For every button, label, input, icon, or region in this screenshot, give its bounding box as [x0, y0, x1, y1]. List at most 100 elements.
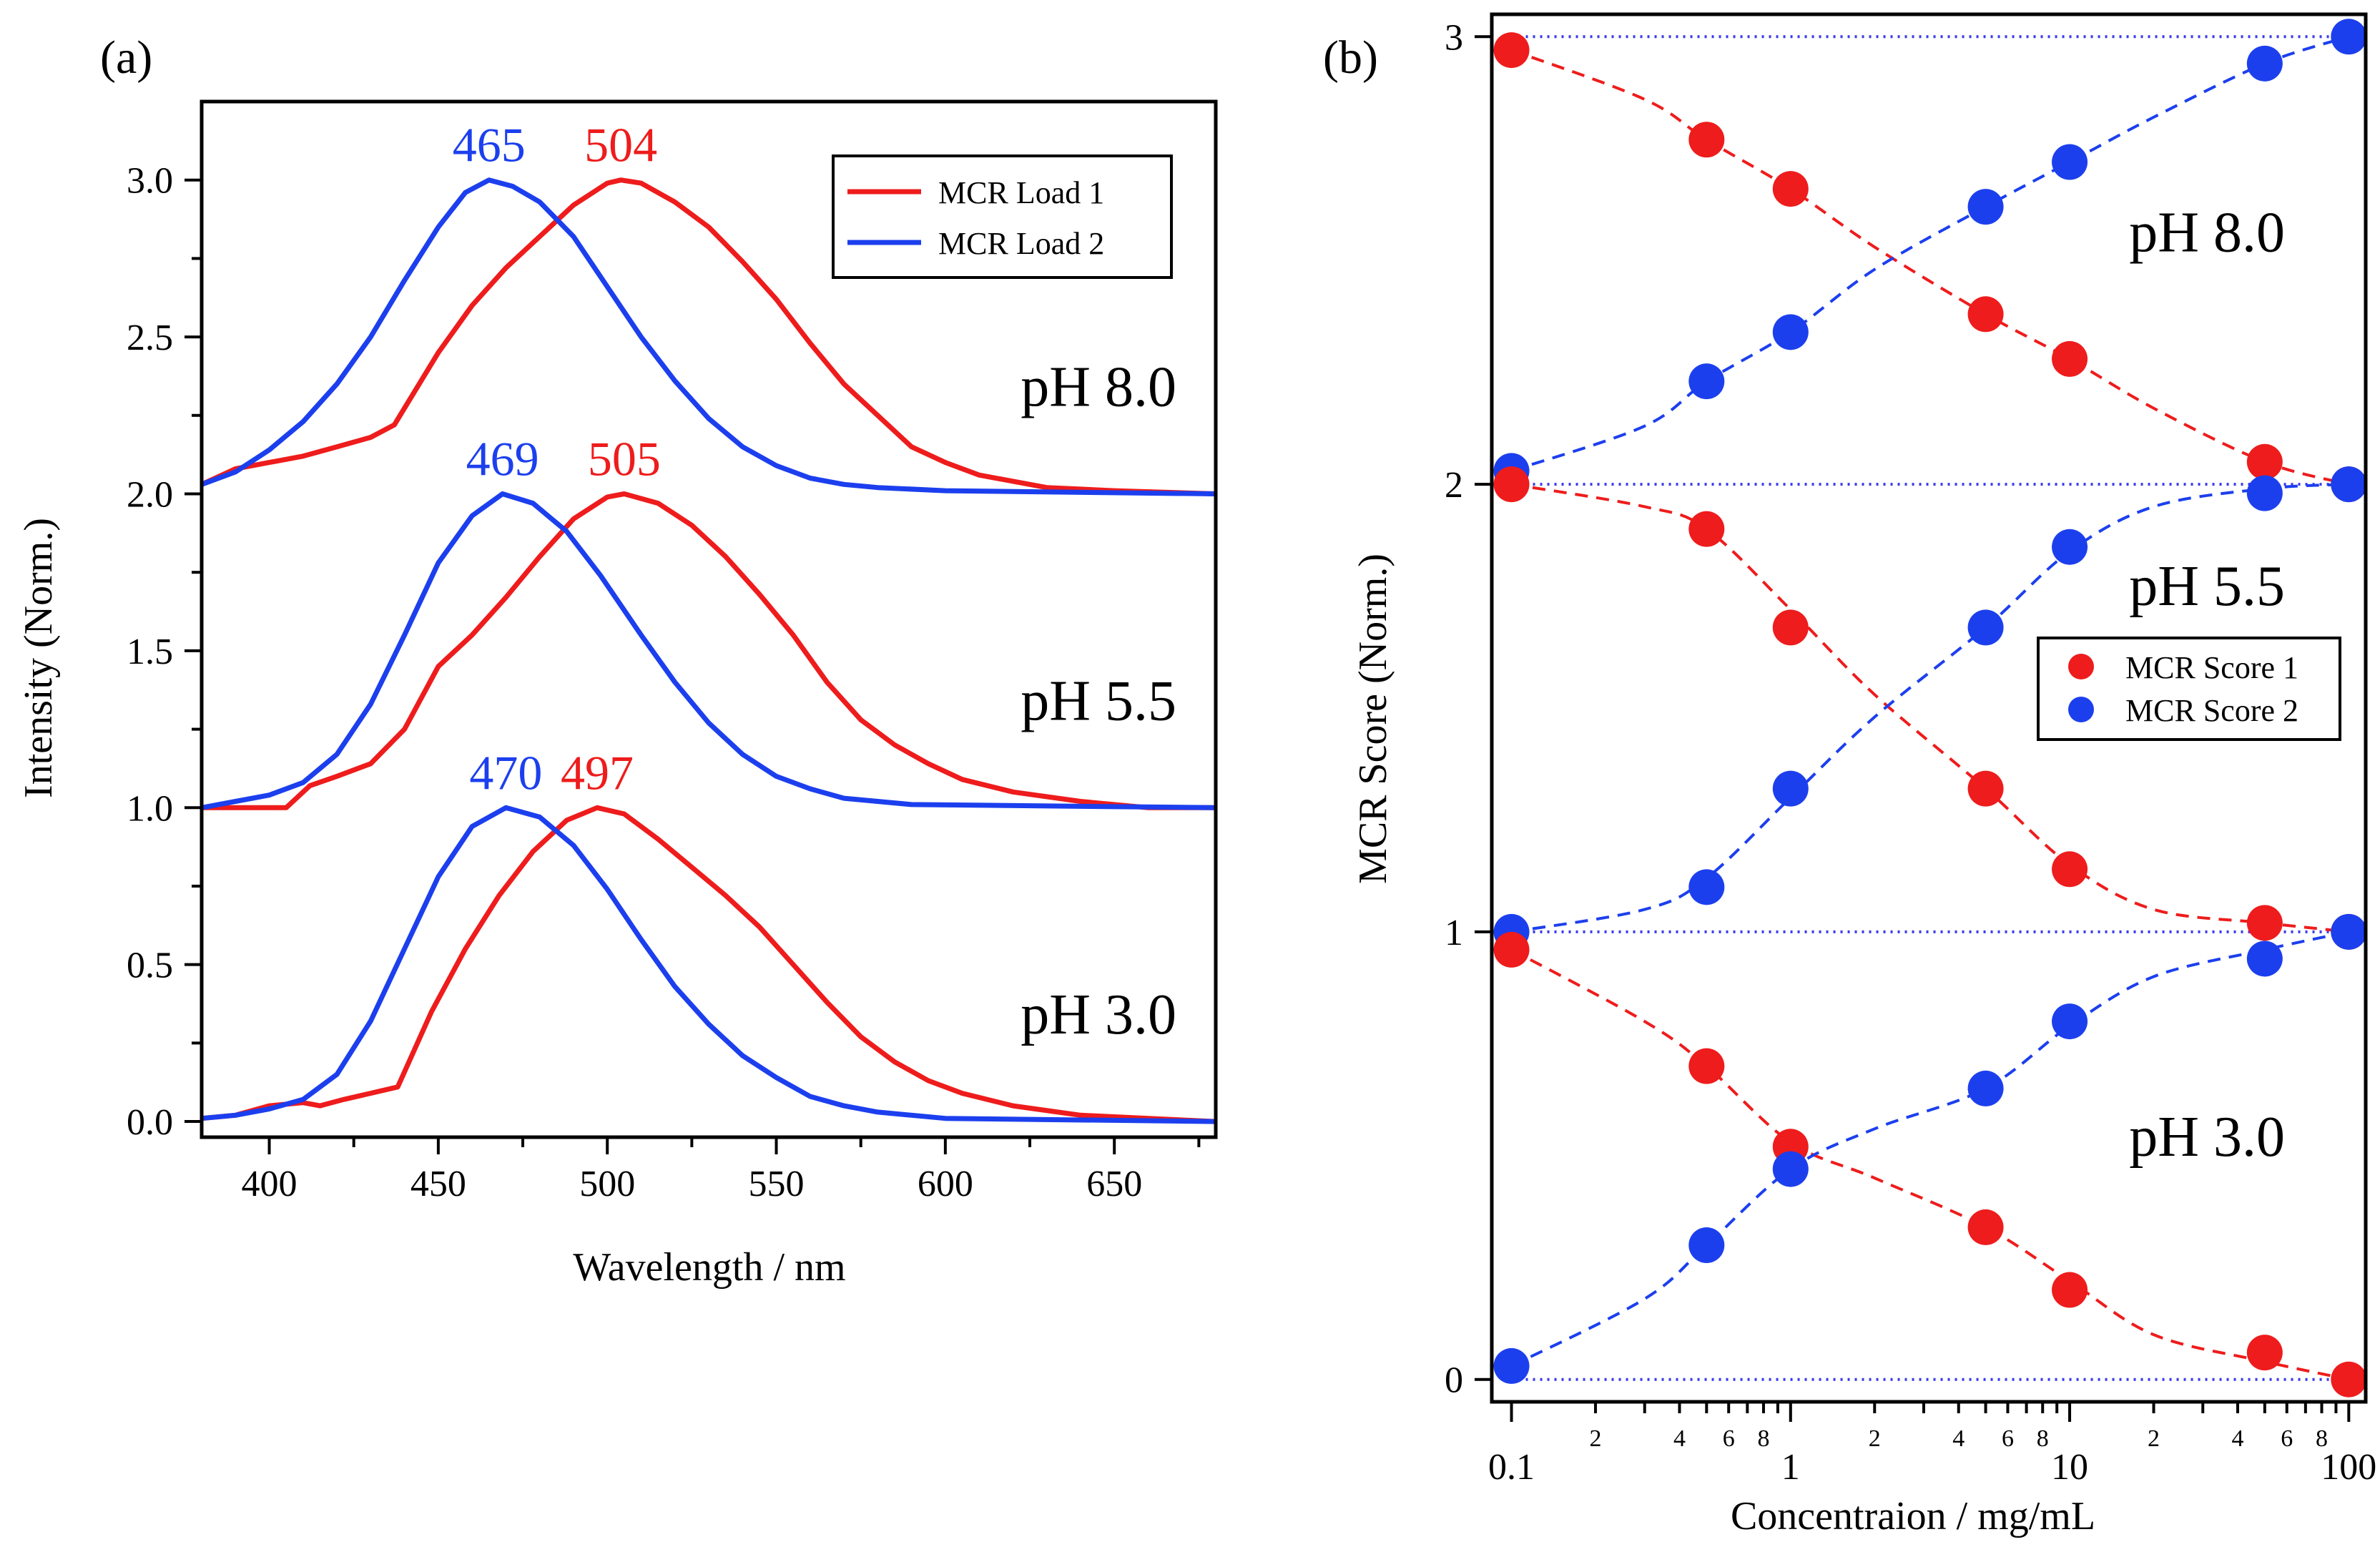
peak-label-505: 505	[588, 431, 661, 486]
x-minor-tick-label: 4	[1673, 1425, 1686, 1452]
legend-entry-score-1: MCR Score 1	[2125, 650, 2298, 685]
point-mcr-score-2	[1772, 1151, 1809, 1187]
legend-entry-score-2: MCR Score 2	[2125, 693, 2298, 728]
point-mcr-score-2	[2052, 529, 2088, 565]
point-mcr-score-2	[1493, 1347, 1530, 1384]
x-minor-tick-label: 2	[2148, 1425, 2160, 1452]
panel-b-legend-box	[2037, 637, 2341, 741]
point-mcr-score-2	[2246, 475, 2283, 511]
point-mcr-score-2	[2246, 45, 2283, 82]
point-mcr-score-1	[2246, 1335, 2283, 1371]
point-mcr-score-2	[1967, 609, 2004, 646]
panel-b-y-label: MCR Score (Norm.)	[1351, 554, 1395, 884]
x-minor-tick-label: 8	[2316, 1425, 2328, 1452]
peak-label-504: 504	[584, 118, 657, 172]
y-tick-label: 2.0	[127, 474, 173, 515]
point-mcr-score-1	[2052, 1272, 2088, 1308]
point-mcr-score-2	[1688, 1227, 1725, 1263]
fit-mcr-score-2-ph55	[1511, 483, 2349, 933]
y-tick-label: 2.5	[127, 318, 173, 358]
x-minor-tick-label: 6	[2002, 1425, 2014, 1452]
point-mcr-score-2	[2246, 941, 2283, 977]
x-tick-label: 100	[2321, 1447, 2376, 1488]
y-tick-label: 1.0	[127, 788, 173, 829]
y-tick-label: 0	[1445, 1360, 1463, 1401]
fit-mcr-score-2-ph80	[1510, 35, 2349, 473]
panel-b-ph-label: pH 8.0	[2129, 202, 2285, 265]
fit-mcr-score-1-ph55	[1511, 483, 2349, 933]
point-mcr-score-1	[1967, 770, 2004, 807]
x-tick-label: 650	[1086, 1164, 1142, 1204]
panel-a-ph-label: pH 5.5	[1021, 669, 1176, 732]
panel-b-legend: MCR Score 1 MCR Score 2	[2037, 637, 2341, 741]
panel-a-legend-box	[832, 154, 1173, 279]
panel-b-ph-label: pH 5.5	[2129, 555, 2285, 618]
point-mcr-score-2	[2052, 1003, 2088, 1040]
point-mcr-score-1	[2052, 851, 2088, 888]
fit-mcr-score-2-ph30	[1510, 930, 2349, 1367]
x-tick-label: 10	[2051, 1447, 2088, 1488]
panel-a-y-label: Intensity (Norm.)	[16, 518, 61, 798]
peak-label-465: 465	[453, 118, 526, 172]
line-mcr-load-2-ph30	[201, 805, 1216, 1124]
line-mcr-load-1-ph55	[202, 491, 1216, 810]
legend-entry-load-1: MCR Load 1	[938, 175, 1104, 210]
y-tick-label: 3	[1445, 17, 1463, 58]
point-mcr-score-2	[1967, 189, 2004, 225]
panel-b: (b) MCR Score (Norm.) Concentraion / mg/…	[1323, 12, 2376, 1538]
point-mcr-score-2	[1772, 314, 1809, 350]
point-mcr-score-1	[1688, 511, 1725, 547]
y-tick-label: 1.5	[127, 632, 173, 672]
panel-b-x-label: Concentraion / mg/mL	[1731, 1494, 2095, 1538]
x-minor-tick-label: 2	[1869, 1425, 1881, 1452]
peak-label-470: 470	[469, 745, 542, 800]
peak-label-497: 497	[561, 745, 634, 800]
point-mcr-score-1	[1493, 931, 1530, 968]
point-mcr-score-2	[1967, 1070, 2004, 1106]
y-tick-label: 0.5	[127, 946, 173, 986]
line-mcr-load-1-ph80	[200, 177, 1216, 496]
legend-swatch-score-2	[2068, 697, 2094, 722]
y-tick-label: 3.0	[127, 161, 173, 202]
point-mcr-score-1	[1688, 122, 1725, 158]
panel-a: (a) Intensity (Norm.) Wavelength / nm 46…	[16, 31, 1218, 1290]
point-mcr-score-1	[2331, 1361, 2367, 1398]
point-mcr-score-2	[2331, 466, 2367, 503]
y-tick-label: 2	[1445, 465, 1463, 506]
point-mcr-score-1	[1493, 32, 1530, 69]
panel-b-frame	[1490, 12, 2368, 1404]
point-mcr-score-1	[1772, 171, 1809, 207]
point-mcr-score-1	[1772, 609, 1809, 646]
x-tick-label: 1	[1781, 1447, 1800, 1488]
x-tick-label: 450	[410, 1164, 466, 1204]
x-minor-tick-label: 8	[2037, 1425, 2049, 1452]
point-mcr-score-1	[2246, 905, 2283, 941]
line-mcr-load-2-ph55	[201, 491, 1216, 810]
x-minor-tick-label: 2	[1590, 1425, 1602, 1452]
panel-b-ph-label: pH 3.0	[2129, 1106, 2285, 1169]
panel-a-frame	[200, 99, 1218, 1139]
point-mcr-score-2	[1688, 363, 1725, 400]
point-mcr-score-1	[1688, 1048, 1725, 1084]
line-mcr-load-2-ph80	[200, 177, 1216, 496]
x-tick-label: 550	[749, 1164, 805, 1204]
panel-a-x-label: Wavelength / nm	[573, 1245, 845, 1290]
x-minor-tick-label: 4	[1952, 1425, 1965, 1452]
fit-mcr-score-1-ph30	[1510, 948, 2349, 1381]
point-mcr-score-1	[2246, 443, 2283, 480]
panel-a-ph-label: pH 3.0	[1021, 983, 1176, 1046]
y-tick-label: 1	[1445, 913, 1463, 953]
point-mcr-score-2	[2331, 19, 2367, 55]
x-tick-label: 0.1	[1488, 1447, 1535, 1488]
point-mcr-score-2	[2052, 144, 2088, 180]
point-mcr-score-2	[2331, 913, 2367, 950]
legend-swatch-score-1	[2068, 654, 2094, 679]
point-mcr-score-2	[1772, 770, 1809, 807]
line-mcr-load-1-ph30	[201, 805, 1216, 1124]
x-tick-label: 400	[242, 1164, 298, 1204]
point-mcr-score-1	[1493, 466, 1530, 503]
point-mcr-score-1	[1967, 1209, 2004, 1245]
x-minor-tick-label: 8	[1757, 1425, 1769, 1452]
y-tick-label: 0.0	[127, 1102, 173, 1143]
